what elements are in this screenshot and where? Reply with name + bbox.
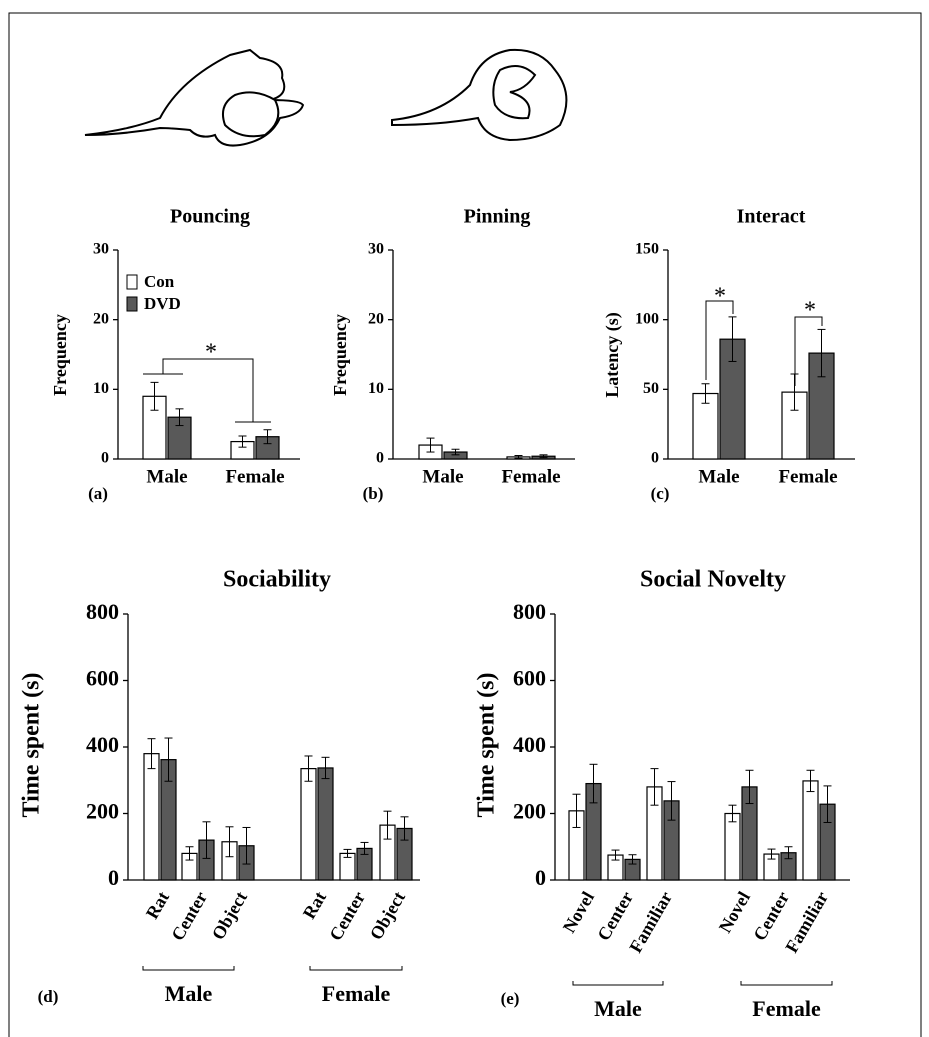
legend-swatch [127, 275, 137, 289]
bar [725, 814, 740, 881]
bar [803, 781, 818, 880]
x-tick-label: Object [366, 888, 409, 943]
x-tick-label: Center [325, 888, 369, 944]
legend-label: DVD [144, 294, 181, 313]
legend-swatch [127, 297, 137, 311]
x-tick-label: Male [422, 466, 463, 487]
y-axis-label: Latency (s) [602, 312, 623, 397]
y-tick-label: 800 [513, 599, 546, 624]
x-tick-label: Female [225, 466, 284, 487]
x-tick-label: Rat [142, 888, 173, 922]
chart-title: Interact [737, 206, 806, 228]
group-label: Female [752, 996, 821, 1021]
panel-label: (e) [501, 989, 520, 1008]
chart-title: Pouncing [170, 206, 250, 228]
group-label: Female [322, 981, 391, 1006]
y-axis-label: Frequency [330, 314, 350, 396]
x-tick-label: Novel [559, 888, 598, 936]
y-tick-label: 800 [86, 599, 119, 624]
significance-marker: * [205, 340, 217, 366]
significance-marker: * [804, 298, 816, 324]
group-label: Male [594, 996, 642, 1021]
x-tick-label: Rat [299, 888, 330, 922]
chart-title: Sociability [223, 567, 331, 593]
chart-title: Pinning [464, 206, 531, 228]
bar [301, 769, 316, 880]
y-tick-label: 400 [86, 732, 119, 757]
y-tick-label: 0 [651, 450, 659, 467]
y-tick-label: 20 [93, 310, 109, 327]
panel-label: (d) [38, 987, 59, 1006]
bar [318, 768, 333, 880]
significance-bracket [163, 359, 253, 422]
y-tick-label: 0 [108, 865, 119, 890]
y-tick-label: 600 [86, 666, 119, 691]
x-tick-label: Female [501, 466, 560, 487]
y-tick-label: 150 [635, 241, 659, 258]
y-tick-label: 10 [93, 380, 109, 397]
group-bracket [573, 981, 663, 985]
group-bracket [741, 981, 832, 985]
y-tick-label: 0 [535, 865, 546, 890]
chart-title: Social Novelty [640, 567, 786, 593]
y-tick-label: 30 [93, 241, 109, 258]
y-tick-label: 20 [368, 310, 384, 327]
y-axis-label: Time spent (s) [19, 673, 45, 818]
y-tick-label: 600 [513, 666, 546, 691]
y-tick-label: 50 [643, 380, 659, 397]
y-tick-label: 0 [101, 450, 109, 467]
group-bracket [310, 966, 402, 970]
group-bracket [143, 966, 234, 970]
y-tick-label: 0 [376, 450, 384, 467]
y-axis-label: Frequency [50, 314, 70, 396]
y-tick-label: 10 [368, 380, 384, 397]
panel-label: (a) [88, 484, 108, 503]
x-tick-label: Male [146, 466, 187, 487]
x-tick-label: Female [778, 466, 837, 487]
group-label: Male [165, 981, 213, 1006]
bar [144, 754, 159, 880]
y-tick-label: 200 [86, 799, 119, 824]
rat-drawing [85, 50, 566, 146]
y-tick-label: 100 [635, 310, 659, 327]
panel-label: (c) [651, 484, 670, 503]
x-tick-label: Novel [715, 888, 754, 936]
x-tick-label: Object [208, 888, 251, 943]
frame [9, 13, 921, 1037]
figure: Pouncing Frequency (a) 0 10 20 30 Male Female Con… [0, 0, 929, 1037]
legend-label: Con [144, 272, 175, 291]
y-tick-label: 200 [513, 799, 546, 824]
y-tick-label: 400 [513, 732, 546, 757]
y-axis-label: Time spent (s) [474, 673, 500, 818]
significance-marker: * [714, 284, 726, 310]
x-tick-label: Male [698, 466, 739, 487]
x-tick-label: Center [167, 888, 211, 944]
panel-label: (b) [363, 484, 384, 503]
y-tick-label: 30 [368, 241, 384, 258]
